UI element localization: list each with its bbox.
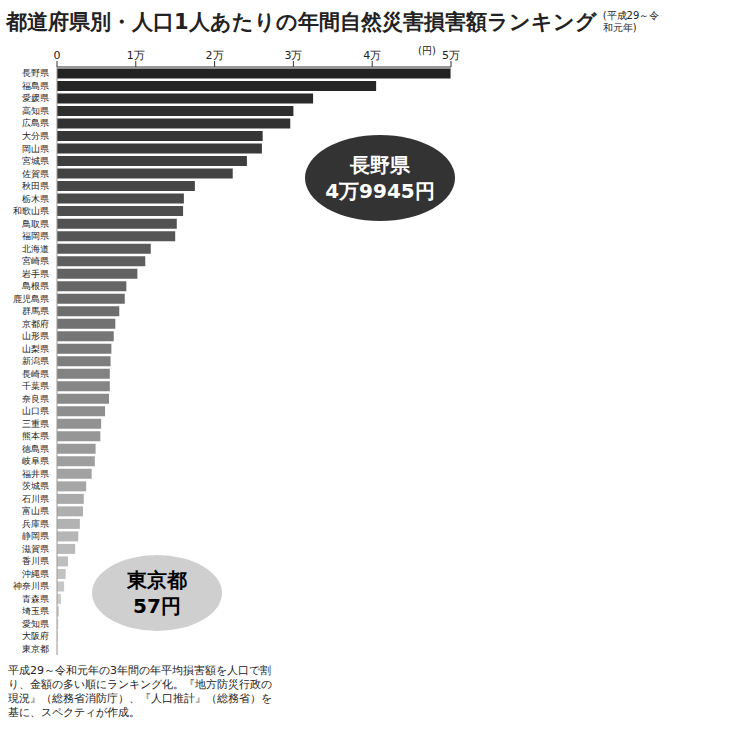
- svg-text:石川県: 石川県: [22, 494, 49, 504]
- svg-text:鳥取県: 鳥取県: [21, 219, 49, 229]
- svg-text:沖縄県: 沖縄県: [22, 569, 49, 579]
- svg-text:鹿児島県: 鹿児島県: [13, 294, 49, 304]
- svg-text:山口県: 山口県: [22, 406, 49, 416]
- svg-text:福井県: 福井県: [22, 469, 49, 479]
- svg-text:福岡県: 福岡県: [22, 231, 49, 241]
- svg-text:福島県: 福島県: [22, 81, 49, 91]
- svg-text:和歌山県: 和歌山県: [13, 206, 49, 216]
- svg-text:4万: 4万: [363, 49, 381, 62]
- svg-text:山形県: 山形県: [22, 331, 49, 341]
- svg-text:大分県: 大分県: [22, 131, 49, 141]
- html-text:4万9945円: 4万9945円: [325, 179, 435, 203]
- svg-text:宮城県: 宮城県: [22, 156, 49, 166]
- svg-text:東京都: 東京都: [22, 644, 49, 654]
- svg-text:宮崎県: 宮崎県: [22, 256, 49, 266]
- svg-text:三重県: 三重県: [22, 419, 49, 429]
- html-text:57円: 57円: [133, 594, 181, 618]
- svg-text:佐賀県: 佐賀県: [22, 169, 49, 179]
- svg-text:岡山県: 岡山県: [22, 144, 49, 154]
- svg-text:熊本県: 熊本県: [22, 431, 49, 441]
- svg-text:高知県: 高知県: [22, 106, 49, 116]
- svg-text:奈良県: 奈良県: [22, 394, 49, 404]
- svg-text:長野県: 長野県: [22, 68, 49, 78]
- svg-text:長崎県: 長崎県: [22, 369, 49, 379]
- svg-text:新潟県: 新潟県: [22, 356, 49, 366]
- svg-text:北海道: 北海道: [22, 244, 49, 254]
- html-text:都道府県別・人口1人あたりの年間自然災害損害額ランキング: 都道府県別・人口1人あたりの年間自然災害損害額ランキング: [6, 10, 597, 34]
- html-text:(平成29～令和元年): (平成29～令和元年): [602, 10, 660, 33]
- svg-text:香川県: 香川県: [22, 556, 49, 566]
- svg-text:0: 0: [54, 49, 61, 62]
- svg-text:岩手県: 岩手県: [22, 269, 49, 279]
- svg-text:静岡県: 静岡県: [22, 531, 49, 541]
- svg-text:栃木県: 栃木県: [22, 194, 49, 204]
- html-text:平成29～令和元年の3年間の年平均損害額を人口で割り、金額の: 平成29～令和元年の3年間の年平均損害額を人口で割り、金額の多い順にランキング化…: [8, 664, 272, 719]
- svg-text:京都府: 京都府: [22, 319, 49, 329]
- svg-text:千葉県: 千葉県: [22, 381, 49, 391]
- html-text:長野県: 長野県: [350, 153, 410, 177]
- svg-text:神奈川県: 神奈川県: [13, 581, 49, 591]
- svg-text:5万: 5万: [442, 49, 460, 62]
- svg-text:3万: 3万: [284, 49, 302, 62]
- svg-text:青森県: 青森県: [22, 594, 49, 604]
- svg-text:愛知県: 愛知県: [22, 619, 49, 629]
- svg-text:1万: 1万: [127, 49, 145, 62]
- svg-text:茨城県: 茨城県: [22, 481, 49, 491]
- html-text:東京都: 東京都: [127, 568, 187, 592]
- svg-text:徳島県: 徳島県: [22, 444, 49, 454]
- svg-text:愛媛県: 愛媛県: [22, 93, 49, 103]
- svg-text:群馬県: 群馬県: [22, 306, 49, 316]
- svg-text:秋田県: 秋田県: [22, 181, 49, 191]
- svg-text:広島県: 広島県: [22, 118, 49, 128]
- svg-text:2万: 2万: [206, 49, 224, 62]
- svg-text:岐阜県: 岐阜県: [22, 456, 49, 466]
- html-text:(円): (円): [418, 45, 436, 56]
- svg-text:富山県: 富山県: [22, 506, 49, 516]
- svg-text:埼玉県: 埼玉県: [21, 606, 49, 616]
- svg-text:大阪府: 大阪府: [22, 631, 49, 641]
- svg-text:兵庫県: 兵庫県: [22, 519, 49, 529]
- svg-text:山梨県: 山梨県: [22, 344, 49, 354]
- svg-text:滋賀県: 滋賀県: [22, 544, 49, 554]
- svg-text:島根県: 島根県: [22, 281, 49, 291]
